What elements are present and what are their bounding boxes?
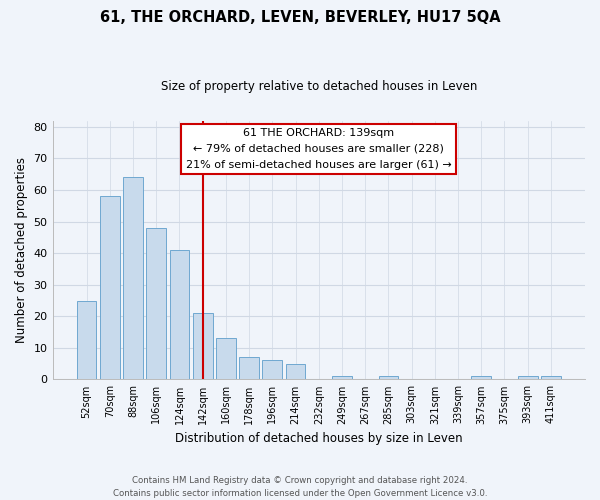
Bar <box>518 376 538 380</box>
Bar <box>262 360 282 380</box>
Text: 61 THE ORCHARD: 139sqm
← 79% of detached houses are smaller (228)
21% of semi-de: 61 THE ORCHARD: 139sqm ← 79% of detached… <box>186 128 452 170</box>
Bar <box>541 376 561 380</box>
Text: Contains HM Land Registry data © Crown copyright and database right 2024.
Contai: Contains HM Land Registry data © Crown c… <box>113 476 487 498</box>
X-axis label: Distribution of detached houses by size in Leven: Distribution of detached houses by size … <box>175 432 463 445</box>
Bar <box>77 300 97 380</box>
Bar <box>379 376 398 380</box>
Bar <box>239 358 259 380</box>
Bar <box>100 196 119 380</box>
Bar <box>472 376 491 380</box>
Bar <box>146 228 166 380</box>
Bar <box>216 338 236 380</box>
Text: 61, THE ORCHARD, LEVEN, BEVERLEY, HU17 5QA: 61, THE ORCHARD, LEVEN, BEVERLEY, HU17 5… <box>100 10 500 25</box>
Bar <box>193 313 212 380</box>
Y-axis label: Number of detached properties: Number of detached properties <box>15 157 28 343</box>
Bar <box>286 364 305 380</box>
Bar <box>170 250 190 380</box>
Bar <box>332 376 352 380</box>
Title: Size of property relative to detached houses in Leven: Size of property relative to detached ho… <box>161 80 477 93</box>
Bar <box>123 178 143 380</box>
